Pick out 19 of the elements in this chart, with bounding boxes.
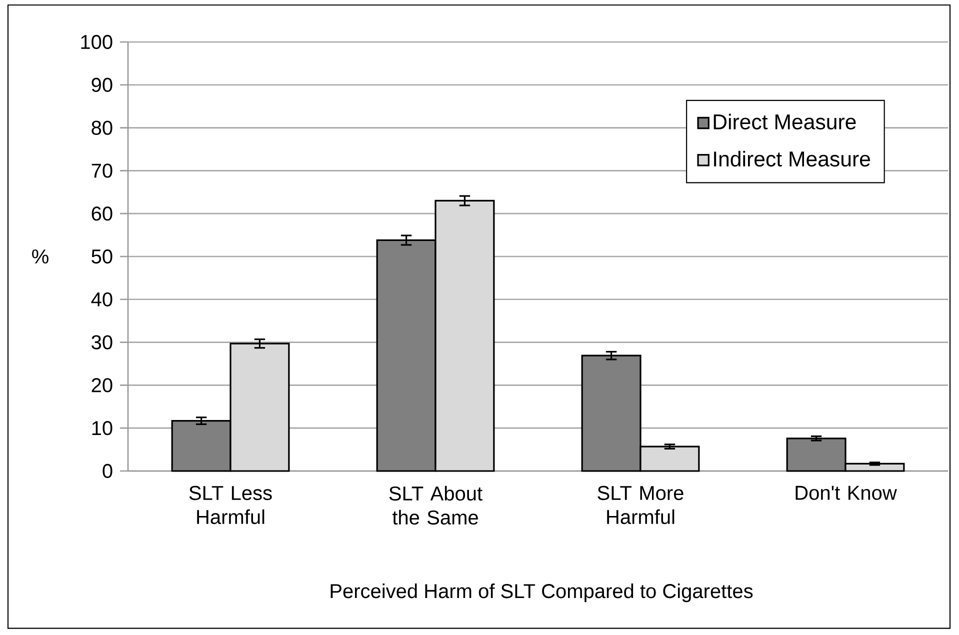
y-tick-label: 30: [92, 335, 112, 350]
x-tick-label: SLT About the Same: [389, 486, 482, 525]
y-tick-label: 60: [92, 206, 112, 221]
y-axis-title: %: [32, 250, 48, 264]
x-axis-title: Perceived Harm of SLT Compared to Cigarettes: [330, 584, 753, 602]
x-tick-label: SLT More Harmful: [598, 486, 684, 524]
y-tick-label: 70: [92, 164, 112, 178]
y-tick-label: 90: [92, 78, 112, 92]
y-tick-label: 80: [92, 120, 112, 135]
x-tick-label: Don't Know: [796, 486, 897, 500]
y-tick-label: 50: [92, 249, 112, 264]
x-tick-label: SLT Less Harmful: [189, 486, 272, 524]
y-tick-label: 20: [92, 378, 112, 392]
y-tick-label: 0: [102, 464, 112, 478]
y-tick-label: 10: [92, 421, 112, 436]
y-tick-label: 40: [91, 292, 112, 306]
legend-label: Indirect Measure: [714, 150, 870, 167]
legend-label: Direct Measure: [714, 114, 856, 130]
y-tick-label: 100: [81, 34, 112, 50]
